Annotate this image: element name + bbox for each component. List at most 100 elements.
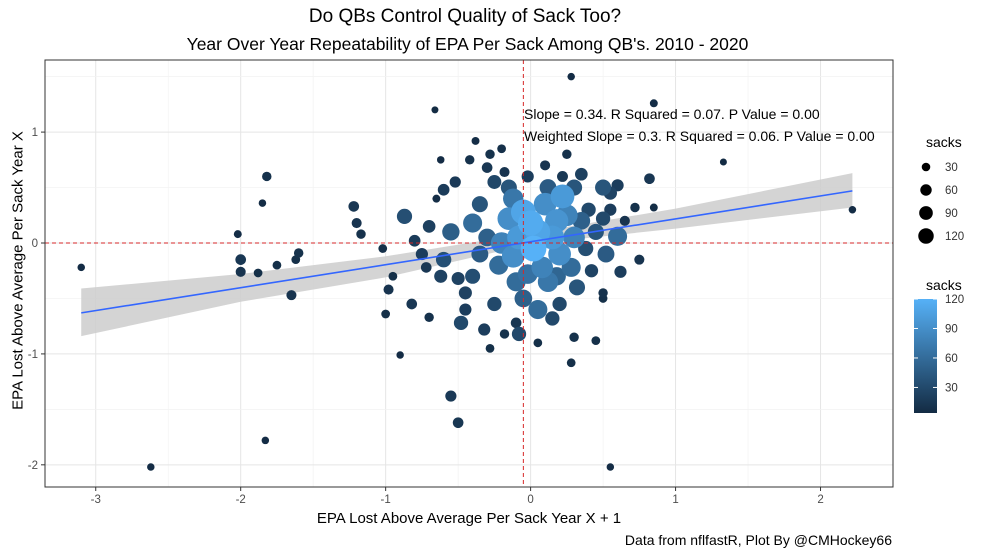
data-point (383, 284, 394, 295)
data-point (619, 215, 630, 226)
data-point (431, 106, 439, 114)
data-point (286, 290, 297, 301)
size-legend-label: 30 (945, 162, 958, 174)
data-point (562, 149, 572, 159)
chart-title: Do QBs Control Quality of Sack Too? (308, 6, 622, 27)
data-point (487, 175, 502, 189)
data-point (485, 343, 495, 353)
data-point (445, 390, 457, 402)
size-legend-key (919, 206, 933, 220)
data-point (517, 210, 544, 236)
data-point (415, 247, 428, 261)
data-point (528, 300, 548, 320)
x-tick-label: -2 (236, 494, 246, 506)
data-point (453, 315, 469, 331)
regression-line-path (81, 190, 853, 314)
data-point (351, 217, 362, 229)
data-point (511, 326, 527, 342)
color-legend-label: 90 (945, 323, 958, 335)
color-legend-label: 120 (945, 294, 964, 306)
data-point (567, 72, 575, 81)
data-point (396, 208, 413, 224)
data-point (485, 149, 495, 159)
data-point (604, 203, 617, 216)
axis-ticks: -3 -2 -1 0 1 2 -2 -1 0 1 (28, 127, 824, 506)
data-point (406, 298, 418, 310)
size-legend-label: 120 (945, 231, 964, 243)
annotation-slope: Slope = 0.34. R Squared = 0.07. P Value … (524, 106, 820, 122)
size-legend-key (918, 228, 934, 244)
confidence-band (81, 173, 853, 337)
data-point (147, 463, 155, 471)
size-legend-key (921, 162, 931, 172)
y-axis-label: EPA Lost Above Average Per Sack Year X (9, 131, 27, 410)
data-point (630, 202, 640, 213)
data-point (649, 99, 658, 108)
data-point (420, 262, 432, 273)
data-point (437, 183, 450, 196)
size-legend-key (920, 184, 932, 196)
data-point (465, 268, 481, 284)
data-point (233, 230, 242, 239)
data-point (272, 260, 282, 270)
data-point (499, 166, 510, 178)
y-tick-label: -2 (28, 460, 38, 472)
data-point (408, 234, 421, 247)
plot-panel-border (44, 59, 894, 488)
data-point (459, 303, 472, 316)
data-point (497, 144, 506, 154)
data-point (452, 417, 464, 429)
data-point (293, 248, 304, 258)
data-point (521, 170, 534, 183)
regression-line (81, 190, 853, 314)
data-point (235, 266, 246, 277)
y-tick-label: 0 (32, 238, 38, 250)
data-point (258, 199, 267, 207)
data-point (261, 436, 270, 445)
data-point (451, 271, 465, 286)
data-point (388, 271, 398, 281)
data-point (531, 256, 553, 279)
data-point (465, 155, 475, 165)
data-point (540, 160, 551, 171)
data-point (432, 194, 441, 203)
data-point (598, 288, 608, 298)
data-point (356, 229, 366, 239)
data-point (545, 311, 560, 326)
data-point (566, 358, 576, 368)
data-point (563, 226, 585, 249)
data-point (458, 286, 472, 300)
data-point (424, 312, 434, 323)
data-point (481, 162, 493, 173)
color-legend-label: 60 (945, 353, 958, 365)
data-point (552, 296, 567, 312)
data-point (644, 173, 655, 185)
data-point (501, 244, 525, 268)
data-point (550, 184, 575, 209)
data-point (381, 309, 391, 319)
data-points (77, 72, 857, 471)
x-tick-label: 1 (672, 494, 678, 506)
size-legend-label: 60 (945, 185, 958, 197)
data-point (449, 176, 461, 188)
data-point (719, 158, 727, 166)
data-point (568, 279, 586, 296)
data-point (471, 136, 480, 145)
chart-caption: Data from nflfastR, Plot By @CMHockey66 (624, 532, 892, 548)
data-point (434, 269, 448, 283)
data-point (442, 223, 460, 241)
data-point (595, 211, 611, 226)
x-tick-label: -1 (381, 494, 391, 506)
data-point (262, 171, 272, 182)
data-point (614, 265, 627, 278)
x-tick-label: 2 (817, 494, 823, 506)
data-point (510, 317, 522, 329)
data-point (235, 254, 247, 265)
x-tick-label: -3 (91, 494, 101, 506)
data-point (848, 205, 857, 214)
data-point (575, 167, 588, 181)
x-axis-label: EPA Lost Above Average Per Sack Year X +… (316, 510, 622, 527)
color-legend-bar (914, 299, 937, 413)
data-point (478, 323, 491, 336)
